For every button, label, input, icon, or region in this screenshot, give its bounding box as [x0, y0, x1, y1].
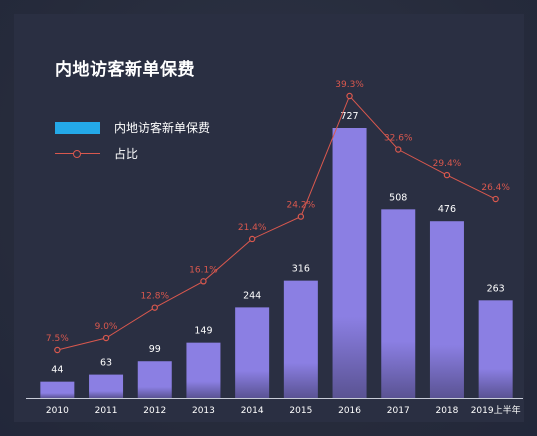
share-point-2010[interactable] — [54, 346, 61, 354]
bar-2014[interactable] — [235, 307, 270, 398]
bar-2019上半年[interactable] — [478, 300, 513, 398]
share-point-2018[interactable] — [443, 171, 451, 179]
bar-2016[interactable] — [332, 128, 367, 398]
x-tick-label: 2013 — [192, 406, 215, 416]
chart-title: 内地访客新单保费 — [55, 60, 195, 80]
share-value-label: 21.4% — [238, 223, 267, 233]
bar-value-label: 727 — [340, 111, 358, 122]
bar-2010[interactable] — [40, 381, 75, 398]
x-tick-label: 2014 — [241, 406, 264, 416]
bar-2015[interactable] — [283, 280, 318, 398]
bars-group: 44 63 99 149 244 316 727 508 476 263 — [40, 111, 513, 398]
bar-2011[interactable] — [89, 374, 124, 398]
bar-value-label: 63 — [100, 358, 112, 369]
bar-2012[interactable] — [137, 361, 172, 398]
bar-value-label: 316 — [292, 264, 310, 275]
x-tick-label: 2012 — [143, 406, 166, 416]
legend-bar-swatch — [55, 121, 100, 134]
x-tick-label: 2011 — [95, 406, 118, 416]
share-line — [57, 95, 496, 351]
legend-line-swatch — [55, 148, 100, 160]
share-value-label: 26.4% — [481, 183, 510, 193]
share-value-label: 32.6% — [384, 134, 413, 144]
x-tick-label: 2019上半年 — [471, 404, 521, 416]
share-value-label: 12.8% — [140, 292, 169, 302]
share-point-2012[interactable] — [151, 304, 158, 311]
bar-2017[interactable] — [381, 209, 416, 398]
bar-value-label: 44 — [51, 365, 63, 376]
share-point-2011[interactable] — [102, 334, 110, 342]
bar-2013[interactable] — [186, 342, 221, 398]
legend-label-premium: 内地访客新单保费 — [114, 121, 211, 135]
legend-item-premium[interactable]: 内地访客新单保费 — [55, 119, 210, 136]
x-tick-label: 2015 — [289, 406, 312, 416]
bar-value-label: 99 — [149, 344, 161, 355]
share-point-2017[interactable] — [395, 146, 402, 153]
x-axis: 2010 2011 2012 2013 2014 2015 2016 2017 2018 2019… — [26, 398, 523, 416]
bar-value-label: 508 — [389, 192, 407, 203]
share-value-label: 16.1% — [189, 265, 218, 275]
share-line-group: 7.5% 9.0% 12.8% 16.1% 21.4% 24.2% 39.3% 32.6% 29… — [46, 80, 510, 354]
share-point-2014[interactable] — [248, 235, 256, 243]
x-tick-label: 2017 — [387, 406, 410, 416]
bar-value-label: 149 — [194, 326, 212, 337]
share-value-label: 24.2% — [287, 201, 316, 211]
share-point-2013[interactable] — [200, 278, 207, 285]
bar-2018[interactable] — [429, 221, 464, 398]
share-point-2015[interactable] — [297, 213, 305, 220]
bar-value-label: 244 — [243, 290, 261, 301]
x-tick-label: 2018 — [435, 406, 458, 416]
legend-item-share[interactable]: 占比 — [55, 145, 138, 162]
x-tick-label: 2016 — [338, 406, 361, 416]
bar-value-label: 263 — [487, 283, 505, 294]
share-point-2016[interactable] — [346, 92, 353, 100]
share-value-label: 39.3% — [335, 80, 364, 90]
share-point-2019上半年[interactable] — [492, 195, 499, 203]
bar-value-label: 476 — [438, 204, 456, 215]
x-tick-label: 2010 — [46, 406, 69, 416]
share-value-label: 9.0% — [95, 322, 118, 332]
share-value-label: 7.5% — [46, 334, 69, 344]
share-value-label: 29.4% — [433, 159, 462, 169]
legend-label-share: 占比 — [114, 147, 139, 161]
